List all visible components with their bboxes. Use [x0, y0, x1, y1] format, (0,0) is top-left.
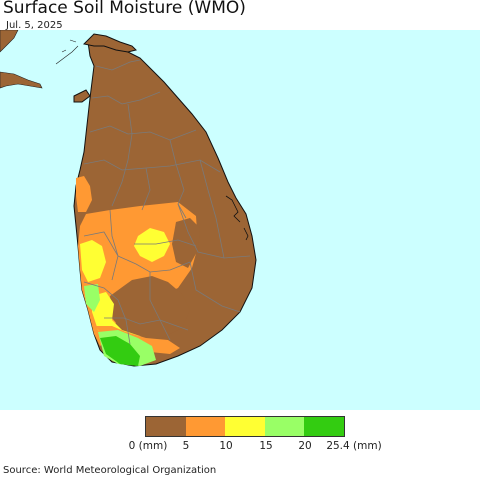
coastline-detail-east [225, 195, 249, 241]
legend-swatch-5-10 [185, 417, 226, 436]
legend-tick-15: 15 [259, 440, 273, 452]
zone-15-20-coastal [84, 284, 100, 312]
soil-moisture-map [0, 30, 480, 410]
legend-tick-5: 5 [182, 440, 190, 452]
jaffna-peninsula [82, 33, 137, 53]
district-boundaries [83, 59, 251, 345]
legend-tick-25-4: 25.4 (mm) [326, 440, 382, 452]
legend-swatch-20-25 [304, 417, 344, 436]
adams-bridge-islands [55, 39, 79, 65]
legend-tick-10: 10 [219, 440, 233, 452]
zone-5-10-northwest [76, 176, 92, 212]
color-legend [145, 416, 345, 437]
map-date: Jul. 5, 2025 [6, 20, 63, 31]
map-title: Surface Soil Moisture (WMO) [3, 0, 246, 18]
zone-20-25-south [100, 336, 140, 366]
india-landmass [0, 30, 19, 53]
zone-10-15-west [80, 240, 106, 282]
zone-10-15-center [134, 228, 170, 262]
legend-tick-20: 20 [298, 440, 312, 452]
legend-swatch-15-20 [264, 417, 305, 436]
source-credit: Source: World Meteorological Organizatio… [3, 465, 217, 476]
legend-tick-0: 0 (mm) [128, 440, 168, 452]
zone-0-5-highlands [110, 276, 190, 340]
legend-swatch-10-15 [225, 417, 265, 436]
legend-swatch-0-5 [146, 417, 186, 436]
india-landmass-tip [0, 71, 43, 89]
mannar-island [73, 89, 91, 103]
